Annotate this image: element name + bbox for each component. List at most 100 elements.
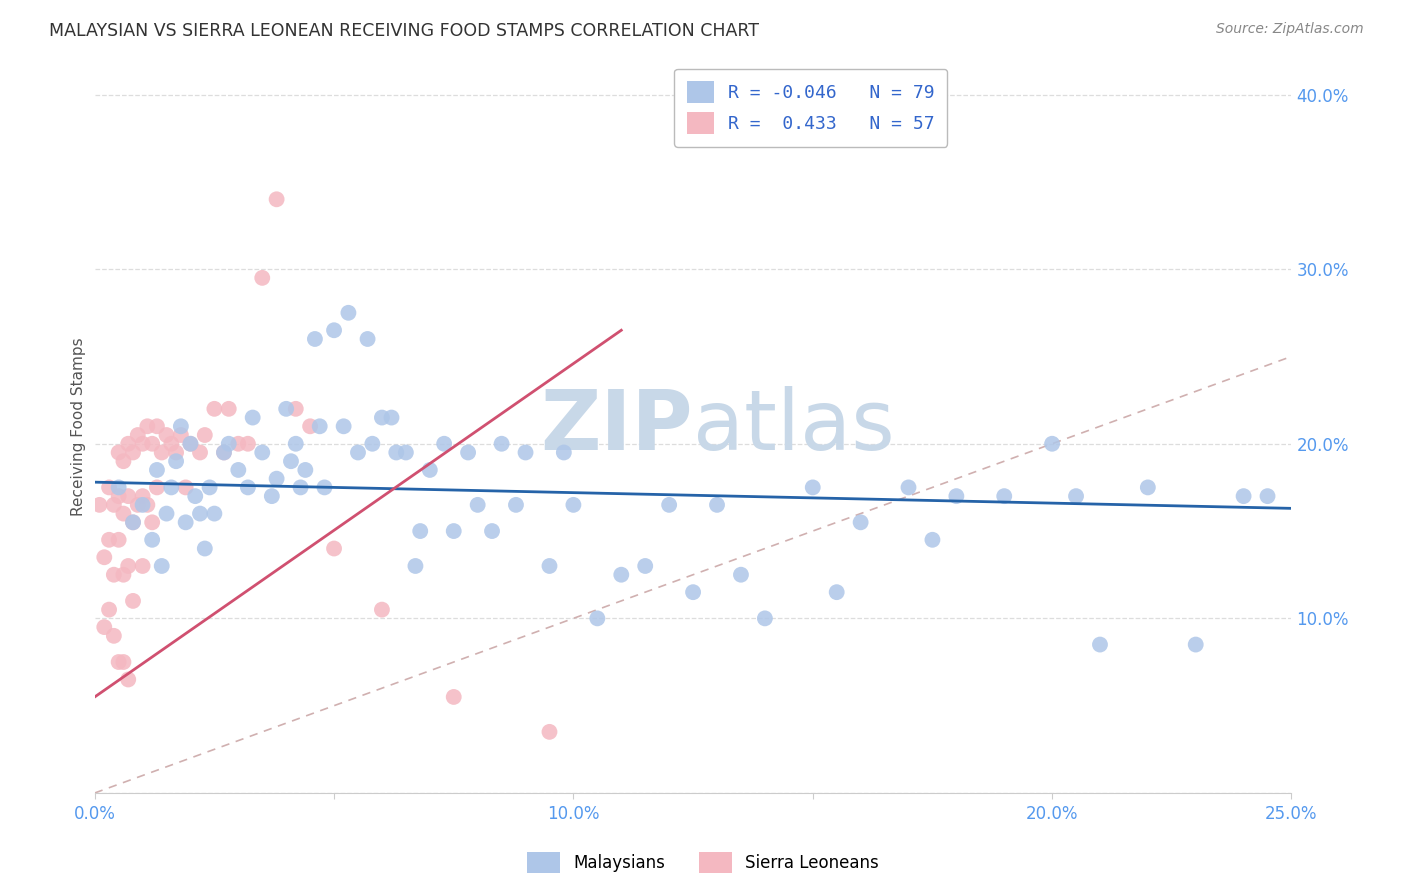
Point: [141, 516, 163, 530]
Point: [228, 436, 250, 450]
Point: [897, 480, 920, 494]
Point: [849, 516, 872, 530]
Point: [538, 559, 561, 574]
Point: [515, 445, 537, 459]
Point: [117, 436, 139, 450]
Point: [212, 445, 235, 459]
Point: [419, 463, 441, 477]
Point: [93, 550, 115, 565]
Point: [160, 480, 183, 494]
Point: [236, 436, 259, 450]
Point: [505, 498, 527, 512]
Point: [553, 445, 575, 459]
Point: [170, 428, 193, 442]
Point: [825, 585, 848, 599]
Point: [107, 655, 129, 669]
Point: [236, 480, 259, 494]
Point: [89, 498, 111, 512]
Point: [304, 332, 326, 346]
Point: [98, 602, 121, 616]
Point: [228, 463, 250, 477]
Point: [93, 620, 115, 634]
Point: [174, 480, 197, 494]
Point: [122, 445, 145, 459]
Point: [361, 436, 384, 450]
Point: [179, 436, 201, 450]
Point: [538, 724, 561, 739]
Text: MALAYSIAN VS SIERRA LEONEAN RECEIVING FOOD STAMPS CORRELATION CHART: MALAYSIAN VS SIERRA LEONEAN RECEIVING FO…: [49, 22, 759, 40]
Point: [194, 428, 217, 442]
Point: [993, 489, 1015, 503]
Point: [294, 463, 316, 477]
Point: [1040, 436, 1063, 450]
Point: [1232, 489, 1254, 503]
Point: [562, 498, 585, 512]
Point: [165, 454, 187, 468]
Point: [266, 192, 288, 206]
Point: [218, 436, 240, 450]
Point: [610, 567, 633, 582]
Point: [457, 445, 479, 459]
Point: [202, 401, 225, 416]
Point: [706, 498, 728, 512]
Point: [122, 516, 145, 530]
Point: [184, 489, 207, 503]
Point: [188, 445, 211, 459]
Point: [131, 559, 153, 574]
Point: [409, 524, 432, 538]
Point: [103, 498, 125, 512]
Point: [122, 516, 145, 530]
Point: [371, 602, 394, 616]
Point: [107, 480, 129, 494]
Point: [136, 498, 159, 512]
Point: [131, 436, 153, 450]
Point: [141, 533, 163, 547]
Point: [218, 401, 240, 416]
Point: [112, 507, 135, 521]
Point: [107, 489, 129, 503]
Text: Source: ZipAtlas.com: Source: ZipAtlas.com: [1216, 22, 1364, 37]
Point: [150, 559, 173, 574]
Point: [1184, 638, 1206, 652]
Point: [117, 673, 139, 687]
Point: [131, 489, 153, 503]
Point: [170, 419, 193, 434]
Point: [212, 445, 235, 459]
Point: [276, 401, 298, 416]
Point: [103, 567, 125, 582]
Point: [202, 507, 225, 521]
Point: [290, 480, 312, 494]
Point: [188, 507, 211, 521]
Point: [467, 498, 489, 512]
Point: [136, 419, 159, 434]
Point: [252, 271, 274, 285]
Point: [103, 629, 125, 643]
Point: [380, 410, 402, 425]
Point: [371, 410, 394, 425]
Point: [395, 445, 418, 459]
Point: [1064, 489, 1087, 503]
Point: [433, 436, 456, 450]
Point: [443, 524, 465, 538]
Point: [165, 445, 187, 459]
Point: [117, 489, 139, 503]
Point: [634, 559, 657, 574]
Point: [146, 463, 169, 477]
Point: [658, 498, 681, 512]
Point: [141, 436, 163, 450]
Point: [921, 533, 943, 547]
Point: [1136, 480, 1159, 494]
Point: [314, 480, 336, 494]
Point: [323, 323, 346, 337]
Point: [98, 533, 121, 547]
Point: [146, 480, 169, 494]
Point: [308, 419, 330, 434]
Point: [356, 332, 378, 346]
Point: [122, 594, 145, 608]
Point: [586, 611, 609, 625]
Point: [299, 419, 322, 434]
Point: [112, 567, 135, 582]
Point: [284, 436, 307, 450]
Point: [404, 559, 426, 574]
Point: [1257, 489, 1279, 503]
